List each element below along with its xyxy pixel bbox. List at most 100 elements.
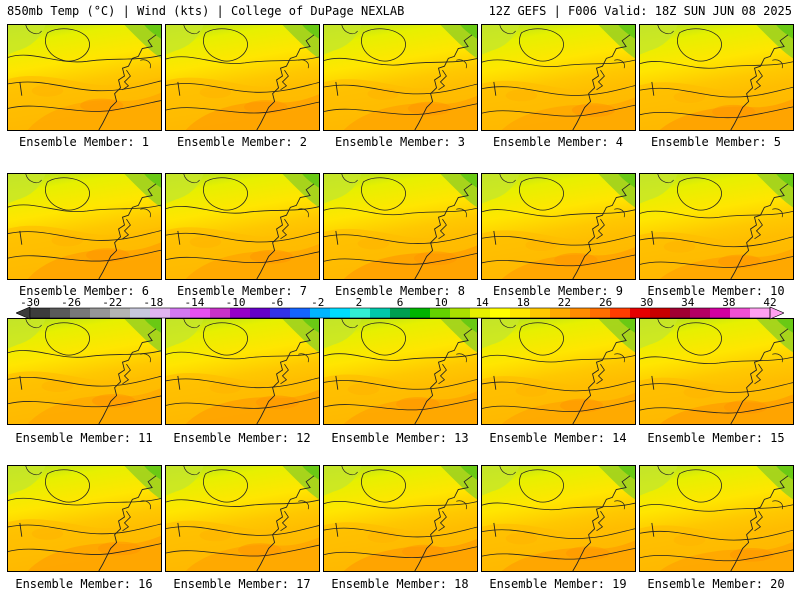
colorbar-tick-label: -6 xyxy=(270,296,284,309)
colorbar-swatch xyxy=(610,308,631,318)
colorbar-tick-label: -18 xyxy=(143,296,164,309)
colorbar-swatch xyxy=(490,308,511,318)
temperature-map xyxy=(640,174,793,279)
colorbar-swatch xyxy=(410,308,431,318)
colorbar-tick-label: -14 xyxy=(184,296,205,309)
colorbar-swatch xyxy=(570,308,591,318)
ensemble-member-map xyxy=(165,465,320,572)
temperature-map xyxy=(640,319,793,424)
ensemble-member-map xyxy=(323,465,478,572)
colorbar-tick-label: 2 xyxy=(355,296,363,309)
ensemble-member-map xyxy=(7,24,162,131)
colorbar-swatch xyxy=(330,308,351,318)
ensemble-member-label: Ensemble Member: 17 xyxy=(173,577,311,591)
colorbar-tick-label: 30 xyxy=(640,296,654,309)
ensemble-member-label: Ensemble Member: 1 xyxy=(18,135,150,149)
colorbar-tick-labels: -30 -26 -22 -18 -14 -10 -6 -2 2 6 10 14 18 22 26 30 34 38… xyxy=(0,297,800,309)
ensemble-member-map xyxy=(481,173,636,280)
ensemble-member-map xyxy=(639,318,794,425)
ensemble-member-map xyxy=(165,173,320,280)
colorbar-swatch xyxy=(670,308,691,318)
colorbar-tick-label: 22 xyxy=(557,296,572,309)
ensemble-member-map xyxy=(639,173,794,280)
colorbar-swatch xyxy=(650,308,671,318)
colorbar-swatch xyxy=(70,308,91,318)
temperature-colorbar xyxy=(16,306,784,320)
colorbar-swatch xyxy=(370,308,391,318)
ensemble-member-label: Ensemble Member: 2 xyxy=(176,135,308,149)
ensemble-member-map xyxy=(323,24,478,131)
ensemble-member-map xyxy=(481,24,636,131)
ensemble-member-label: Ensemble Member: 16 xyxy=(15,577,153,591)
colorbar-swatch xyxy=(530,308,551,318)
temperature-map xyxy=(8,466,161,571)
temperature-map xyxy=(166,174,319,279)
colorbar-frame xyxy=(29,307,771,319)
ensemble-member-map xyxy=(323,318,478,425)
temperature-map xyxy=(166,319,319,424)
ensemble-member-label: Ensemble Member: 5 xyxy=(650,135,782,149)
ensemble-member-label: Ensemble Member: 20 xyxy=(647,577,785,591)
ensemble-member-label: Ensemble Member: 14 xyxy=(489,431,627,445)
colorbar-tick-label: 26 xyxy=(598,296,613,309)
ensemble-member-label: Ensemble Member: 9 xyxy=(492,284,624,298)
colorbar-swatch xyxy=(270,308,291,318)
temperature-map xyxy=(482,25,635,130)
colorbar-tick-label: -22 xyxy=(102,296,123,309)
temperature-map xyxy=(324,319,477,424)
colorbar-tick-label: 34 xyxy=(681,296,695,309)
map-title: 850mb Temp (°C) | Wind (kts) | College o… xyxy=(7,4,405,18)
colorbar-tick-label: -2 xyxy=(311,296,325,309)
ensemble-member-label: Ensemble Member: 19 xyxy=(489,577,627,591)
temperature-map xyxy=(482,174,635,279)
colorbar-tick-label: 38 xyxy=(722,296,736,309)
temperature-map xyxy=(166,25,319,130)
colorbar-swatch xyxy=(130,308,151,318)
colorbar-swatch xyxy=(750,308,771,318)
colorbar-max-arrow xyxy=(769,306,784,320)
colorbar-swatch xyxy=(470,308,491,318)
colorbar-swatch xyxy=(730,308,751,318)
ensemble-member-label: Ensemble Member: 15 xyxy=(647,431,785,445)
ensemble-member-label: Ensemble Member: 13 xyxy=(331,431,469,445)
ensemble-member-label: Ensemble Member: 10 xyxy=(647,284,785,298)
ensemble-member-label: Ensemble Member: 6 xyxy=(18,284,150,298)
colorbar-swatch xyxy=(90,308,111,318)
ensemble-member-label: Ensemble Member: 8 xyxy=(334,284,466,298)
temperature-map xyxy=(166,466,319,571)
colorbar-tick-label: 10 xyxy=(434,296,448,309)
ensemble-member-map xyxy=(7,173,162,280)
temperature-map xyxy=(8,319,161,424)
colorbar-swatch xyxy=(110,308,131,318)
colorbar-swatch xyxy=(170,308,191,318)
ensemble-member-map xyxy=(7,465,162,572)
temperature-map xyxy=(324,466,477,571)
ensemble-member-label: Ensemble Member: 7 xyxy=(176,284,308,298)
ensemble-member-label: Ensemble Member: 12 xyxy=(173,431,311,445)
valid-time: 12Z GEFS | F006 Valid: 18Z SUN JUN 08 20… xyxy=(488,4,792,18)
ensemble-member-map xyxy=(165,318,320,425)
colorbar-swatch xyxy=(450,308,471,318)
temperature-map xyxy=(324,174,477,279)
colorbar-tick-label: -30 xyxy=(20,296,40,309)
colorbar-tick-label: 42 xyxy=(763,296,777,309)
colorbar-swatch xyxy=(50,308,71,318)
colorbar-swatch xyxy=(390,308,411,318)
colorbar-swatch xyxy=(210,308,231,318)
colorbar-swatch xyxy=(150,308,171,318)
ensemble-member-map xyxy=(7,318,162,425)
ensemble-member-map xyxy=(481,465,636,572)
temperature-map xyxy=(482,319,635,424)
colorbar-swatch xyxy=(590,308,611,318)
colorbar-swatch xyxy=(510,308,531,318)
colorbar-swatch xyxy=(350,308,371,318)
ensemble-member-label: Ensemble Member: 3 xyxy=(334,135,466,149)
temperature-map xyxy=(8,174,161,279)
ensemble-member-map xyxy=(165,24,320,131)
colorbar-tick-label: 14 xyxy=(475,296,489,309)
colorbar-swatch xyxy=(290,308,311,318)
ensemble-member-map xyxy=(639,24,794,131)
colorbar-swatch xyxy=(310,308,331,318)
colorbar-swatch xyxy=(430,308,451,318)
ensemble-member-label: Ensemble Member: 4 xyxy=(492,135,624,149)
